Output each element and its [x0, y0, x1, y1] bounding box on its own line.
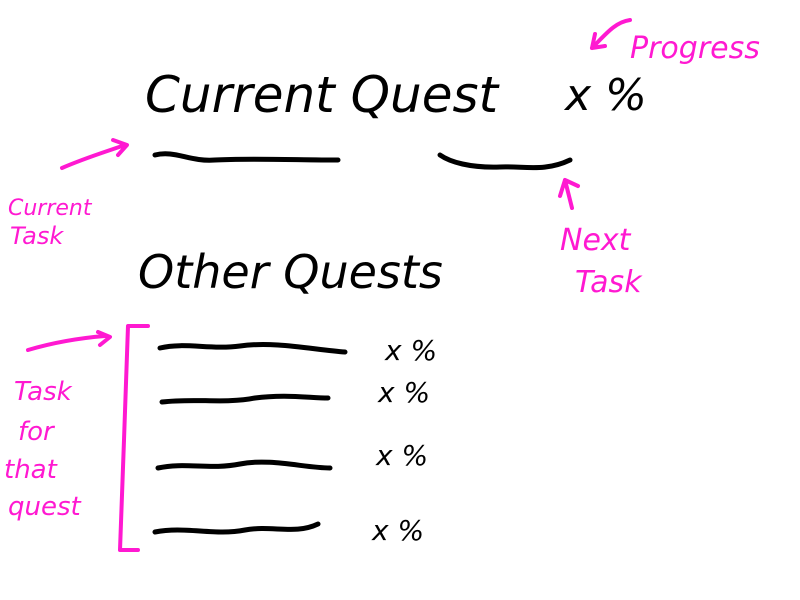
task-for-quest-annotation-line3: that	[4, 455, 58, 485]
next-task-annotation-line1: Next	[560, 223, 632, 258]
next-task-annotation-line2: Task	[575, 265, 643, 300]
current-task-annotation-line1: Current	[8, 196, 93, 221]
next-task-line	[437, 152, 573, 171]
next-task-arrow-icon	[558, 178, 580, 210]
task-for-quest-annotation-line4: quest	[8, 492, 82, 522]
progress-arrow-icon	[590, 18, 632, 50]
current-quest-heading: Current Quest	[145, 66, 501, 124]
progress-annotation: Progress	[630, 31, 760, 66]
other-quest-line-2	[159, 393, 331, 405]
current-task-line	[152, 151, 341, 163]
other-quest-line-1	[157, 342, 348, 355]
other-quest-progress-1: x %	[384, 334, 437, 367]
current-task-arrow-icon	[60, 138, 129, 170]
other-quests-heading: Other Quests	[138, 245, 443, 299]
other-quest-progress-3: x %	[375, 439, 428, 472]
other-quest-progress-4: x %	[371, 514, 424, 547]
task-for-quest-annotation-line1: Task	[14, 377, 73, 407]
current-quest-progress: x %	[563, 70, 647, 121]
other-quest-line-3	[155, 459, 333, 471]
other-quest-progress-2: x %	[377, 376, 430, 409]
quest-list-bracket	[118, 324, 150, 552]
current-task-annotation-line2: Task	[10, 222, 64, 250]
task-for-quest-annotation-line2: for	[18, 417, 56, 447]
other-quest-line-4	[152, 521, 321, 535]
task-for-quest-arrow-icon	[26, 330, 112, 352]
